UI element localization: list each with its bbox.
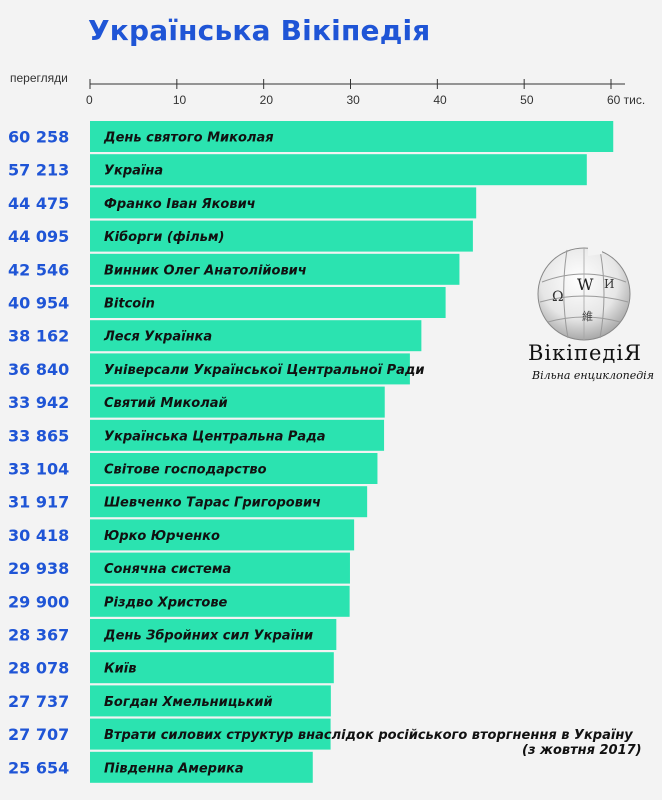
chart-title: Українська Вікіпедія: [88, 14, 431, 47]
footnote: (з жовтня 2017): [522, 743, 642, 758]
bar-label: Світове господарство: [104, 463, 267, 478]
bar-label: Леся Українка: [103, 330, 212, 345]
bar-label: Bitcoin: [104, 297, 155, 312]
value-label: 38 162: [8, 327, 69, 346]
bar-label: Київ: [104, 662, 136, 677]
value-label: 44 475: [8, 194, 69, 213]
bar-label: Кіборги (фільм): [104, 230, 224, 245]
bar-label: Різдво Христове: [104, 595, 228, 610]
value-label: 27 737: [8, 692, 69, 711]
logo-glyph: Ω: [552, 289, 564, 305]
x-tick-label: 10: [173, 93, 187, 107]
bar: [90, 552, 350, 584]
x-tick-label: 30: [347, 93, 361, 107]
x-tick-label: 60 тис.: [607, 93, 645, 107]
bar: [90, 519, 355, 551]
value-label: 33 942: [8, 393, 69, 412]
value-label: 27 707: [8, 725, 69, 744]
bar: [90, 154, 587, 186]
value-label: 57 213: [8, 161, 69, 180]
value-label: 29 900: [8, 592, 69, 611]
x-tick-label: 40: [433, 93, 447, 107]
bar: [90, 253, 460, 285]
bar-label: Сонячна система: [104, 562, 231, 577]
value-label: 29 938: [8, 559, 69, 578]
x-tick-label: 50: [520, 93, 534, 107]
value-label: 40 954: [8, 294, 69, 313]
value-label: 33 104: [8, 460, 69, 479]
bar: [90, 121, 614, 152]
value-label: 33 865: [8, 426, 69, 445]
bar: [90, 685, 331, 717]
value-label: 30 418: [8, 526, 69, 545]
bar: [90, 619, 337, 650]
bar-label: Шевченко Тарас Григорович: [104, 496, 321, 511]
views-axis-label: перегляди: [10, 71, 68, 85]
bar: [90, 353, 410, 385]
logo-glyph: И: [604, 277, 614, 291]
bar-label: День Збройних сил України: [103, 629, 313, 644]
wikipedia-tagline: Вільна енциклопедія: [532, 369, 654, 382]
bar: [90, 386, 385, 418]
bar-label: Святий Миколай: [104, 396, 228, 411]
value-label: 31 917: [8, 493, 69, 512]
value-label: 60 258: [8, 128, 69, 147]
bar-label: Винник Олег Анатолійович: [104, 263, 307, 278]
logo-glyph: 維: [582, 310, 593, 323]
bar: [90, 220, 473, 252]
value-label: 44 095: [8, 227, 69, 246]
x-tick-label: 0: [86, 93, 93, 107]
bar-label: Універсали Української Центральної Ради: [104, 363, 425, 378]
bar-label: Південна Америка: [104, 761, 244, 776]
x-tick-label: 20: [260, 93, 274, 107]
wikipedia-logo: Ω W И 維: [522, 244, 652, 349]
bar: [90, 453, 378, 484]
bar: [90, 287, 446, 318]
wikipedia-wordmark: ВікіпедіЯ: [528, 341, 643, 365]
bar: [90, 652, 334, 684]
logo-glyph: W: [577, 275, 594, 294]
bar-label: Франко Іван Якович: [104, 197, 256, 212]
bar: [90, 486, 368, 518]
value-label: 28 078: [8, 659, 69, 678]
value-label: 28 367: [8, 626, 69, 645]
bar-label: День святого Миколая: [103, 131, 274, 146]
bar-label: Українська Центральна Рада: [104, 429, 325, 444]
puzzle-globe-icon: Ω W И 維: [537, 246, 631, 341]
bar: [90, 187, 477, 219]
value-label: 36 840: [8, 360, 69, 379]
value-label: 25 654: [8, 758, 69, 777]
bar-label: Богдан Хмельницький: [104, 695, 273, 710]
bar-label: Юрко Юрченко: [104, 529, 220, 544]
bar-label: Втрати силових структур внаслідок російс…: [104, 728, 633, 743]
bar-label: Україна: [104, 164, 163, 179]
bar: [90, 320, 422, 352]
bar: [90, 751, 313, 783]
bar: [90, 419, 385, 451]
bar: [90, 585, 350, 617]
value-label: 42 546: [8, 260, 69, 279]
bar: [90, 718, 331, 750]
